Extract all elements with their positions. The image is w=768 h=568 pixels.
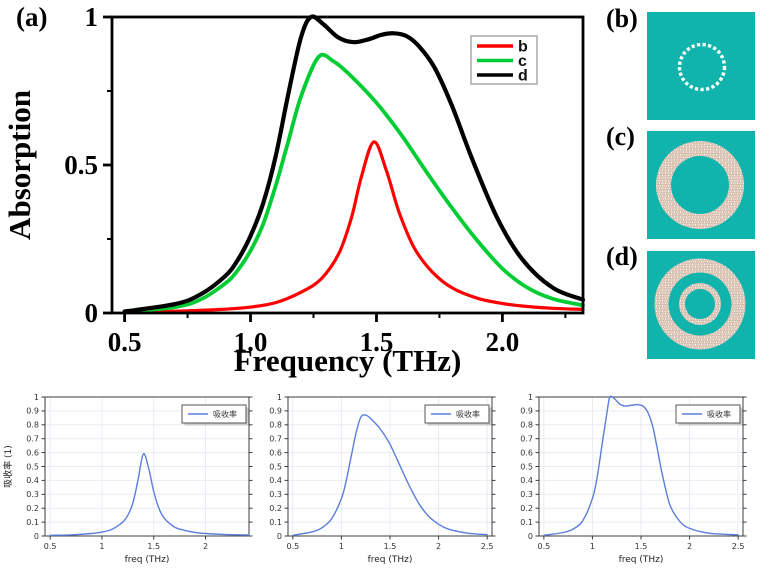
y-tick-label: 0 — [34, 532, 39, 541]
x-tick-label: 2 — [203, 542, 208, 551]
panel-a-label: (a) — [16, 2, 48, 32]
substrate-square — [647, 12, 755, 120]
x-tick-label: 0.5 — [44, 542, 57, 551]
comsol-chart-d: 0.5 1 1.5 2 2.5 0 0.1 0.2 0.3 0.4 0.5 0.6 0.7 0.8 0.9 1… — [520, 393, 747, 565]
y-tick-label: 0.8 — [520, 421, 533, 430]
y-tick-label: 0.9 — [26, 407, 39, 416]
y-axis-label: 吸收率 (1) — [2, 445, 14, 488]
panel-c-label: (c) — [606, 122, 635, 151]
x-tick-label: 1.5 — [635, 542, 648, 551]
panel-b-label: (b) — [606, 4, 638, 33]
series-d — [122, 14, 586, 314]
legend-box — [181, 404, 247, 424]
x-tick-label: 1 — [590, 542, 595, 551]
y-tick-label: 1 — [528, 393, 533, 402]
y-tick-label: 1 — [277, 393, 282, 402]
y-tick-label: 0.8 — [269, 421, 282, 430]
unit-cell-c-graphic — [647, 131, 755, 239]
y-tick-label: 0.6 — [26, 448, 39, 457]
legend-label: 吸收率 — [456, 409, 480, 419]
x-tick-label: 0.5 — [537, 542, 550, 551]
legend-label: 吸收率 — [213, 409, 237, 419]
y-tick-label: 0.4 — [520, 476, 533, 485]
legend-label: 吸收率 — [707, 409, 731, 419]
panel-d-label: (d) — [606, 242, 638, 271]
y-tick-label: 0.4 — [26, 476, 39, 485]
legend-label-d: d — [518, 68, 528, 85]
y-tick-label: 0.1 — [520, 518, 533, 527]
y-tick-label: 0.7 — [520, 435, 533, 444]
x-tick-label: 2.5 — [732, 542, 745, 551]
comsol-chart-c: 0.5 1 1.5 2 2.5 0 0.1 0.2 0.3 0.4 0.5 0.6 0.7 0.8 0.9 1… — [269, 393, 496, 565]
y-tick-label: 0.2 — [26, 504, 39, 513]
x-axis-label: freq (THz) — [368, 555, 413, 565]
absorption-chart: 0.5 1.0 1.5 2.0 0 0.5 1 Frequency (THz) Absorpti… — [2, 2, 586, 378]
y-tick-label: 0.8 — [26, 421, 39, 430]
x-tick-label: 2 — [687, 542, 692, 551]
legend-label-c: c — [518, 53, 527, 70]
y-tick-label: 0.3 — [269, 490, 282, 499]
x-axis-label: freq (THz) — [125, 555, 170, 565]
series-c — [122, 52, 585, 314]
y-tick-label: 0.7 — [26, 435, 39, 444]
y-tick-label: 0.5 — [520, 462, 533, 471]
plot-frame — [110, 15, 585, 315]
series-吸收率 — [292, 414, 488, 536]
x-axis-label: freq (THz) — [619, 555, 664, 565]
y-tick-label: 0 — [85, 298, 99, 328]
x-tick-label: 1.0 — [234, 327, 268, 357]
x-tick-label: 1.5 — [147, 542, 160, 551]
series-吸收率 — [49, 453, 250, 536]
y-tick-label: 0.6 — [269, 448, 282, 457]
series-吸收率 — [543, 395, 739, 536]
legend-box — [424, 404, 490, 424]
y-tick-label: 0.1 — [26, 518, 39, 527]
y-tick-label: 0 — [528, 532, 533, 541]
comsol-chart-b: 0.5 1 1.5 2 0 0.1 0.2 0.3 0.4 0.5 0.6 0.7 0.8 0.9 1 fre… — [2, 393, 253, 565]
x-tick-label: 1 — [99, 542, 104, 551]
y-tick-label: 0 — [277, 532, 282, 541]
x-tick-label: 0.5 — [108, 327, 142, 357]
panel-a: (a) 0.5 1.0 1.5 2.0 0 0.5 1 Frequency (THz) Abso… — [2, 2, 586, 378]
y-tick-label: 0.4 — [269, 476, 282, 485]
x-tick-label: 1.5 — [360, 327, 394, 357]
y-tick-label: 0.7 — [269, 435, 282, 444]
unit-cell-d-graphic — [647, 251, 755, 359]
x-tick-label: 1 — [339, 542, 344, 551]
y-tick-label: 0.5 — [269, 462, 282, 471]
y-tick-label: 0.2 — [269, 504, 282, 513]
y-tick-label: 0.3 — [26, 490, 39, 499]
x-tick-label: 0.5 — [286, 542, 299, 551]
y-tick-label: 1 — [34, 393, 39, 402]
series-b — [123, 140, 585, 314]
legend-box — [675, 404, 741, 424]
y-tick-label: 0.9 — [269, 407, 282, 416]
y-tick-label: 0.5 — [64, 150, 98, 180]
y-tick-label: 0.3 — [520, 490, 533, 499]
outer-mesh-ring — [654, 258, 746, 350]
x-tick-label: 2 — [436, 542, 441, 551]
x-tick-label: 2.5 — [481, 542, 494, 551]
wide-mesh-ring — [656, 141, 744, 229]
x-axis-label: Frequency (THz) — [234, 343, 462, 378]
y-tick-label: 0.1 — [269, 518, 282, 527]
unit-cell-b-graphic — [647, 12, 755, 120]
y-tick-label: 0.5 — [26, 462, 39, 471]
x-tick-label: 2.0 — [486, 327, 520, 357]
y-tick-label: 0.2 — [520, 504, 533, 513]
y-axis-label: Absorption — [2, 90, 37, 240]
y-tick-label: 0.6 — [520, 448, 533, 457]
simulation-row: 0.5 1 1.5 2 0 0.1 0.2 0.3 0.4 0.5 0.6 0.7 0.8 0.9 1 fre… — [0, 378, 768, 568]
thin-dotted-ring — [677, 42, 727, 92]
y-tick-label: 0.9 — [520, 407, 533, 416]
x-tick-label: 1.5 — [384, 542, 397, 551]
y-tick-label: 1 — [85, 2, 99, 32]
legend-label-b: b — [518, 39, 528, 56]
structure-column: (b) (c) (d) — [600, 0, 768, 378]
